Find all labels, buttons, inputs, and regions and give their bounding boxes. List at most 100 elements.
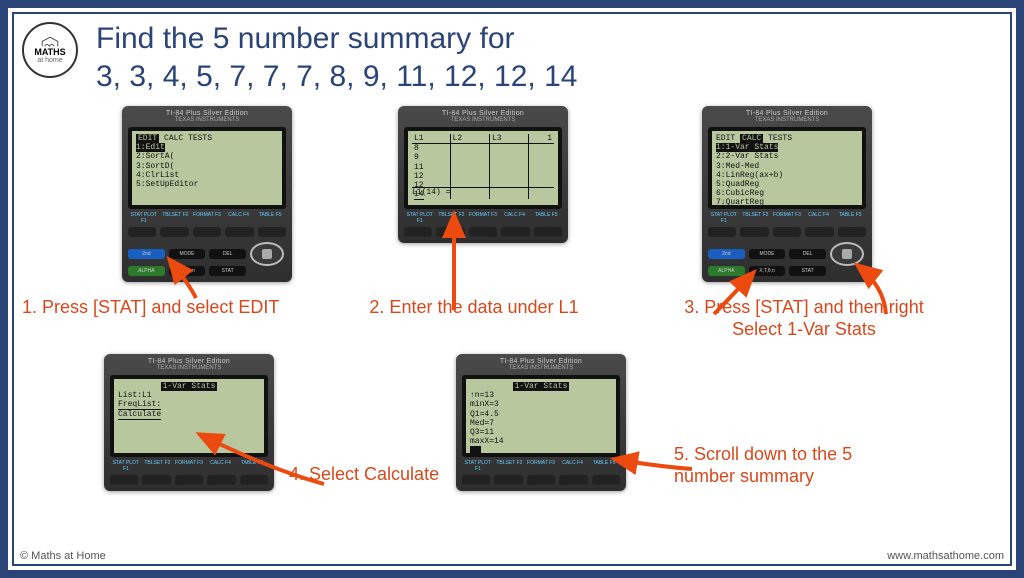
fkeys: STAT PLOT F1TBLSET F2FORMAT F3CALC F4TAB… (404, 212, 562, 224)
col-l3: L3 (489, 134, 528, 144)
btn-del: DEL (789, 249, 826, 259)
btn-mode: MODE (169, 249, 206, 259)
screen-5: 1-Var Stats ↑n=13 minX=3 Q1=4.5 Med=7 Q3… (462, 375, 620, 457)
fbtn (128, 227, 156, 237)
calculator-2: TI-84 Plus Silver Edition TEXAS INSTRUME… (398, 106, 568, 243)
tab-edit: EDIT (136, 134, 159, 143)
btn-xt: X,T,θ,n (169, 266, 206, 276)
fbtn (436, 227, 464, 237)
calculator-5: TI-84 Plus Silver Edition TEXAS INSTRUME… (456, 354, 626, 491)
btn-stat: STAT (209, 266, 246, 276)
cell: 9 (412, 153, 450, 162)
col-l2: L2 (450, 134, 489, 144)
fbtn (773, 227, 801, 237)
s4-header: 1-Var Stats (161, 382, 218, 391)
cell: 12 (412, 172, 450, 181)
s1-line-1: 1:Edit (136, 143, 165, 152)
fbtn (592, 475, 620, 485)
fkey-3: FORMAT F3 (191, 212, 223, 224)
s3-line-6: 6:CubicReg (716, 189, 858, 198)
calc-brand: TEXAS INSTRUMENTS (462, 365, 620, 371)
btn-2nd: 2nd (708, 249, 745, 259)
col-idx: 1 (529, 134, 554, 144)
fbtn (494, 475, 522, 485)
fkeys: STAT PLOT F1TBLSET F2FORMAT F3CALC F4TAB… (128, 212, 286, 224)
fkey: CALC F4 (557, 460, 589, 472)
fbtn (160, 227, 188, 237)
fkey: TABLE F5 (588, 460, 620, 472)
fkey: TABLE F5 (236, 460, 268, 472)
btn-mode: MODE (749, 249, 786, 259)
fkeys: STAT PLOT F1TBLSET F2FORMAT F3CALC F4TAB… (462, 460, 620, 472)
fkey: TABLE F5 (530, 212, 562, 224)
screen-3: EDIT CALC TESTS 1:1-Var Stats 2:2-Var St… (708, 127, 866, 209)
s1-line-5: 5:SetUpEditor (136, 180, 278, 189)
fkeys: STAT PLOT F1TBLSET F2FORMAT F3CALC F4TAB… (708, 212, 866, 224)
cell: 8 (412, 144, 450, 154)
screen-4: 1-Var Stats List:L1 FreqList: Calculate (110, 375, 268, 457)
s5-line-1: ↑n=13 (470, 391, 612, 400)
calc-model: TI-84 Plus Silver Edition (462, 358, 620, 365)
logo-text-top: MATHS (34, 48, 65, 57)
fkey: STAT PLOT F1 (708, 212, 740, 224)
fbtn (527, 475, 555, 485)
fbtn (559, 475, 587, 485)
fkey: CALC F4 (499, 212, 531, 224)
fkey-4: CALC F4 (223, 212, 255, 224)
fbtn (501, 227, 529, 237)
caption-5: 5. Scroll down to the 5 number summary (674, 444, 904, 487)
page-title: Find the 5 number summary for 3, 3, 4, 5… (96, 20, 577, 95)
s4-line-3: Calculate (118, 409, 161, 420)
fkey: TBLSET F2 (142, 460, 174, 472)
fbtn (838, 227, 866, 237)
s3-line-5: 5:QuadReg (716, 180, 858, 189)
caption-3a: 3. Press [STAT] and then right (614, 297, 994, 319)
calculator-4: TI-84 Plus Silver Edition TEXAS INSTRUME… (104, 354, 274, 491)
s2-prompt: L1(14) = (412, 188, 554, 197)
fkey: STAT PLOT F1 (110, 460, 142, 472)
title-line-2: 3, 3, 4, 5, 7, 7, 7, 8, 9, 11, 12, 12, 1… (96, 58, 577, 96)
caption-3b: Select 1-Var Stats (614, 319, 994, 341)
fbtn (469, 227, 497, 237)
fbtn (225, 227, 253, 237)
s1-line-3: 3:SortD( (136, 162, 278, 171)
logo: MATHS at home (22, 22, 78, 78)
copyright: © Maths at Home (20, 550, 106, 562)
fkey: FORMAT F3 (173, 460, 205, 472)
s5-line-3: Q1=4.5 (470, 410, 612, 419)
tab-calc: CALC (740, 134, 763, 143)
fkey: FORMAT F3 (525, 460, 557, 472)
fkey-5: TABLE F5 (254, 212, 286, 224)
s1-line-4: 4:ClrList (136, 171, 278, 180)
caption-3: 3. Press [STAT] and then right Select 1-… (614, 297, 994, 340)
title-line-1: Find the 5 number summary for (96, 20, 577, 58)
calc-model: TI-84 Plus Silver Edition (128, 110, 286, 117)
caption-4: 4. Select Calculate (289, 464, 469, 486)
fkey: FORMAT F3 (467, 212, 499, 224)
fkey-1: STAT PLOT F1 (128, 212, 160, 224)
fkey: CALC F4 (205, 460, 237, 472)
btn-alpha: ALPHA (708, 266, 745, 276)
tab-edit: EDIT (716, 134, 735, 143)
s3-line-2: 2:2-Var Stats (716, 152, 858, 161)
s4-line-1: List:L1 (118, 391, 260, 400)
calc-model: TI-84 Plus Silver Edition (708, 110, 866, 117)
fkey: TBLSET F2 (494, 460, 526, 472)
s5-cursor (470, 446, 481, 455)
calc-model: TI-84 Plus Silver Edition (110, 358, 268, 365)
cell: 11 (412, 163, 450, 172)
btn-alpha: ALPHA (128, 266, 165, 276)
tab-tests: TESTS (768, 134, 792, 143)
s3-line-4: 4:LinReg(ax+b) (716, 171, 858, 180)
calc-model: TI-84 Plus Silver Edition (404, 110, 562, 117)
btn-xt: X,T,θ,n (749, 266, 786, 276)
fbtn (240, 475, 268, 485)
btn-2nd: 2nd (128, 249, 165, 259)
calculator-3: TI-84 Plus Silver Edition TEXAS INSTRUME… (702, 106, 872, 282)
btn-del: DEL (209, 249, 246, 259)
fkey: TBLSET F2 (740, 212, 772, 224)
logo-text-bottom: at home (37, 57, 62, 64)
fkey: TBLSET F2 (436, 212, 468, 224)
fbtn (404, 227, 432, 237)
fbtn (110, 475, 138, 485)
